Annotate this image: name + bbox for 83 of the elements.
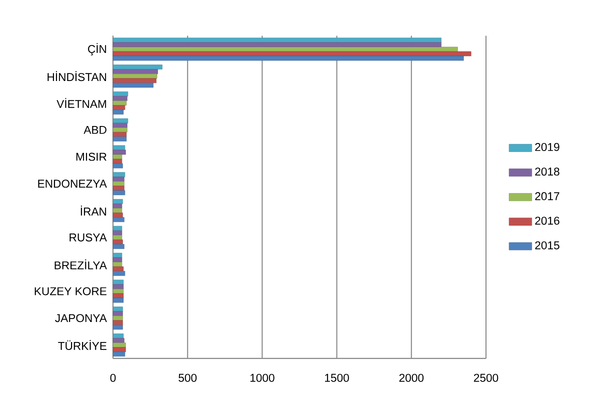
- bar: [112, 324, 123, 330]
- x-tick-label: 500: [178, 374, 197, 382]
- bar: [112, 110, 124, 114]
- bar: [112, 347, 126, 352]
- legend-label: 2015: [535, 241, 560, 250]
- bar: [112, 181, 124, 186]
- bar: [112, 270, 126, 276]
- bar: [112, 122, 128, 128]
- y-tick-label: BREZİLYA: [54, 259, 107, 270]
- bar: [112, 154, 122, 160]
- bar: [112, 74, 158, 79]
- y-tick-label: RUSYA: [70, 233, 107, 242]
- bar: [112, 334, 124, 338]
- bar: [112, 217, 124, 222]
- bar: [112, 51, 472, 56]
- bar: [112, 100, 127, 106]
- bar: [112, 252, 122, 258]
- y-tick-label: KUZEY KORE: [34, 287, 106, 296]
- bar: [112, 96, 128, 101]
- bar: [112, 342, 126, 348]
- bar: [112, 127, 128, 132]
- bar: [112, 226, 122, 231]
- bar: [112, 280, 124, 285]
- bar: [112, 118, 128, 124]
- x-tick-label: 1000: [250, 374, 274, 382]
- bar: [112, 262, 122, 267]
- legend-label: 2016: [535, 216, 560, 225]
- bar: [112, 235, 122, 240]
- y-tick-label: JAPONYA: [55, 314, 107, 322]
- bar: [112, 204, 122, 208]
- bar: [112, 311, 123, 316]
- legend-label: 2019: [535, 143, 560, 152]
- bar: [112, 132, 127, 137]
- bar: [112, 78, 156, 84]
- bar: [112, 92, 128, 96]
- bar: [112, 240, 123, 244]
- x-tick-label: 2000: [399, 374, 424, 382]
- bar: [112, 158, 122, 164]
- x-tick-label: 2500: [474, 374, 498, 382]
- y-tick-label: HİNDİSTAN: [48, 71, 106, 82]
- y-tick-label: VİETNAM: [56, 98, 106, 108]
- bar: [112, 176, 124, 182]
- bar: [112, 69, 158, 74]
- bar: [112, 145, 126, 150]
- bar: [112, 338, 124, 343]
- bar: [112, 190, 126, 196]
- y-tick-label: İRAN: [80, 206, 106, 216]
- y-tick-label: TÜRKİYE: [58, 340, 106, 350]
- bar: [112, 293, 124, 298]
- bar: [112, 105, 126, 110]
- bar: [112, 136, 127, 142]
- y-tick-label: ENDONEZYA: [38, 180, 107, 188]
- bar: [112, 199, 123, 204]
- legend-label: 2017: [535, 192, 560, 200]
- bar: [112, 266, 124, 272]
- bar: [112, 42, 442, 48]
- bar: [112, 38, 442, 43]
- bar: [112, 208, 122, 213]
- bar: [112, 163, 123, 168]
- bar: [112, 257, 122, 262]
- y-tick-label: MISIR: [76, 152, 106, 161]
- bar: [112, 230, 122, 236]
- bar: [112, 298, 124, 303]
- bar: [112, 82, 154, 88]
- bar: [112, 56, 464, 61]
- bar: [112, 288, 124, 294]
- y-tick-label: ÇİN: [88, 43, 106, 56]
- bar: [112, 284, 124, 290]
- bar: [112, 46, 458, 52]
- bar: [112, 316, 123, 321]
- bar: [112, 186, 124, 191]
- bar: [112, 172, 126, 178]
- bar: [112, 150, 126, 155]
- bar: [112, 244, 124, 249]
- bar: [112, 64, 162, 70]
- x-tick-label: 1500: [325, 374, 349, 382]
- bar: [112, 320, 123, 326]
- bar: [112, 306, 123, 312]
- bar: [112, 352, 126, 356]
- x-tick-label: 0: [110, 374, 116, 382]
- bar: [112, 212, 123, 218]
- legend-label: 2018: [535, 168, 560, 176]
- y-tick-label: ABD: [84, 126, 106, 134]
